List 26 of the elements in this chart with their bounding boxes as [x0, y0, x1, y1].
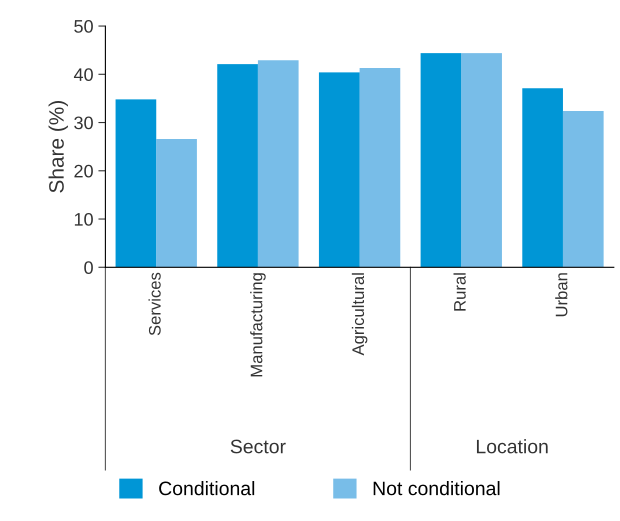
bar [258, 60, 299, 268]
legend-label: Not conditional [374, 481, 500, 496]
y-tick-label: 10 [74, 212, 93, 226]
bar [116, 99, 156, 268]
bar [420, 53, 462, 268]
y-tick-label: 50 [74, 20, 93, 33]
bar [217, 64, 258, 268]
x-tick-label: Urban [555, 273, 568, 316]
bar [562, 110, 604, 268]
x-tick-label: Agricultural [352, 273, 368, 356]
bar [360, 68, 400, 268]
y-tick-label: 0 [84, 261, 93, 274]
bar [522, 88, 563, 268]
y-tick-label: 20 [74, 164, 93, 178]
y-tick-label: 40 [74, 68, 93, 82]
bar [318, 72, 360, 268]
x-tick-label: Services [148, 272, 161, 336]
x-tick-label: Manufacturing [250, 273, 266, 376]
text: Sector [230, 440, 286, 454]
y-tick-label: 30 [74, 116, 93, 130]
bar [461, 53, 502, 268]
bar [156, 138, 197, 268]
x-tick-label: Rural [454, 273, 466, 311]
text: Location [476, 439, 548, 454]
legend-label: Conditional [159, 481, 254, 496]
y-axis-title: Share (%) [48, 101, 68, 193]
